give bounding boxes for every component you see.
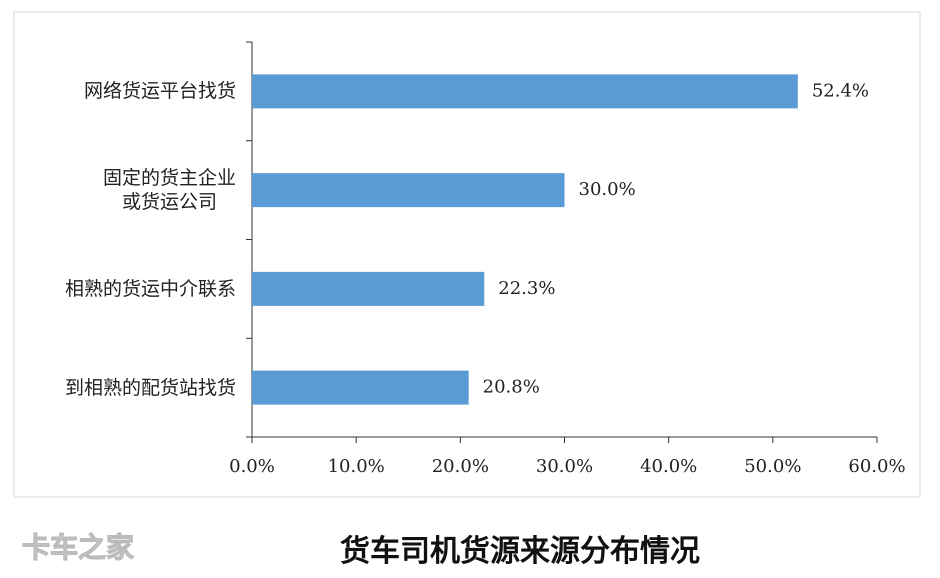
y-tick-label: 网络货运平台找货 [83,80,236,103]
x-tick-label: 0.0% [229,456,275,477]
x-tick-label: 50.0% [744,456,801,477]
value-label: 52.4% [812,80,869,101]
value-label: 30.0% [579,179,636,200]
watermark: 卡车之家 [21,531,135,565]
x-tick-label: 30.0% [536,456,593,477]
bar [252,74,798,109]
x-tick-label: 20.0% [432,456,489,477]
bar [252,370,469,405]
value-label: 20.8% [483,377,540,398]
x-tick-label: 40.0% [640,456,697,477]
bar [252,271,485,306]
chart-title: 货车司机货源来源分布情况 [340,534,700,569]
value-label: 22.3% [498,278,555,299]
y-tick-label: 固定的货主企业 或货运公司 [102,167,236,214]
chart-frame [13,11,921,498]
x-tick-label: 10.0% [328,456,385,477]
y-tick-label: 到相熟的配货站找货 [64,376,236,399]
y-tick-label: 相熟的货运中介联系 [64,277,236,300]
bar [252,173,565,208]
x-tick-label: 60.0% [848,456,905,477]
